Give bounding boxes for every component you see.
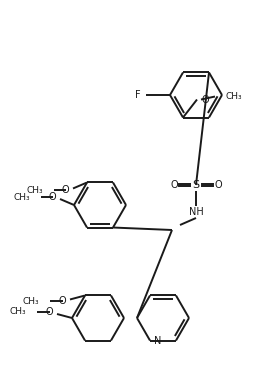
Text: O: O <box>201 94 209 104</box>
Text: O: O <box>61 185 69 195</box>
Text: O: O <box>46 307 53 317</box>
Text: CH₃: CH₃ <box>26 186 43 195</box>
Text: O: O <box>170 180 178 190</box>
Text: O: O <box>48 192 56 202</box>
Text: O: O <box>58 297 66 307</box>
Text: O: O <box>214 180 222 190</box>
Text: N: N <box>154 336 161 345</box>
Text: S: S <box>192 180 200 190</box>
Text: NH: NH <box>188 207 203 217</box>
Text: CH₃: CH₃ <box>225 92 242 101</box>
Text: CH₃: CH₃ <box>13 192 30 201</box>
Text: F: F <box>135 90 141 100</box>
Text: CH₃: CH₃ <box>9 307 26 317</box>
Text: CH₃: CH₃ <box>22 297 39 306</box>
